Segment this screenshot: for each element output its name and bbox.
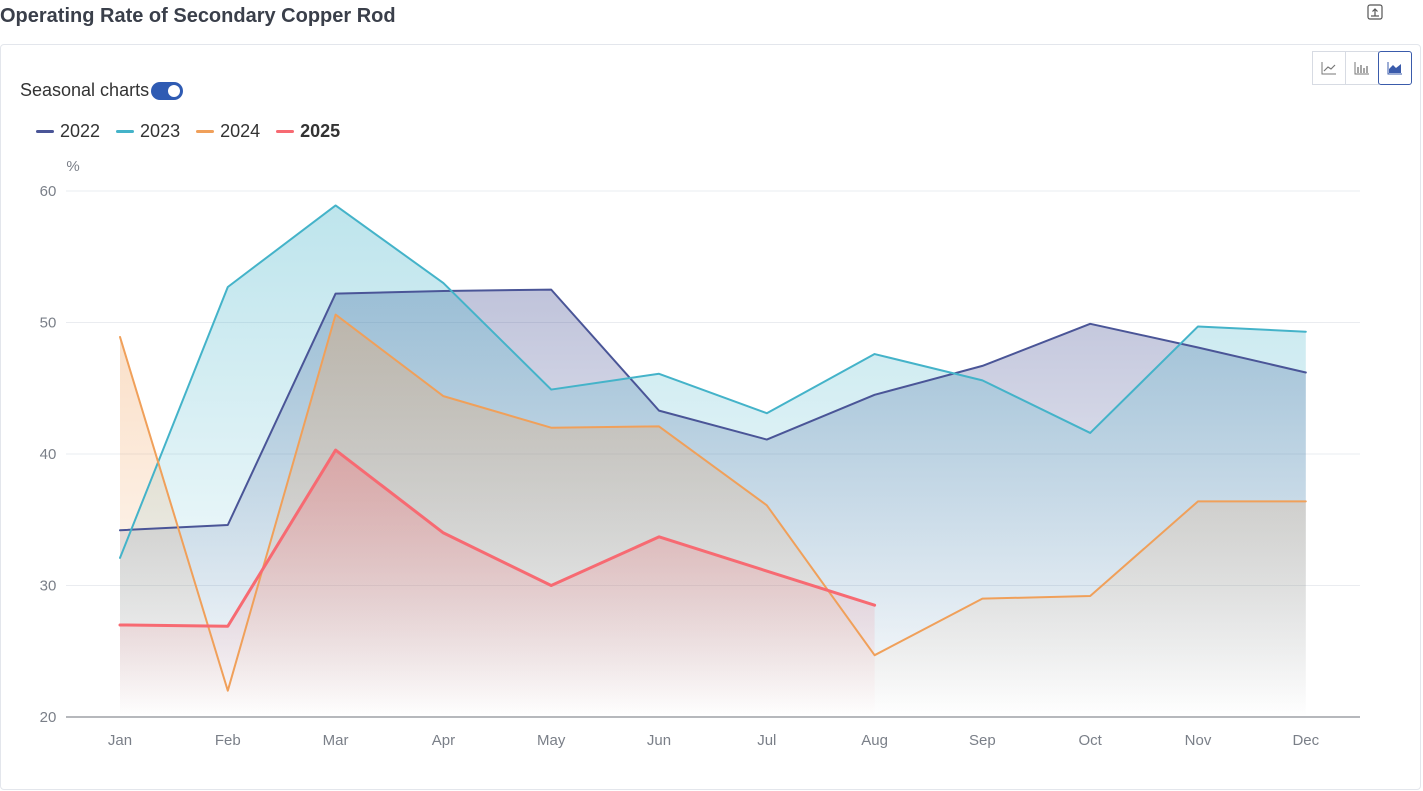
- series-line-2023: [119, 204, 1307, 559]
- y-tick-label: 30: [40, 578, 57, 595]
- x-tick-label: Jul: [757, 732, 776, 749]
- series-line-2024: [119, 313, 1307, 692]
- legend-swatch: [36, 130, 54, 133]
- x-tick-label: Feb: [215, 732, 241, 749]
- legend-swatch: [196, 130, 215, 133]
- legend-label: 2024: [220, 121, 261, 141]
- x-tick-label: Apr: [432, 732, 455, 749]
- legend-swatch: [276, 130, 295, 133]
- x-tick-label: Jun: [647, 732, 671, 749]
- toggle-knob: [168, 84, 181, 97]
- line-chart-icon: [1321, 62, 1336, 75]
- series-line-2025: [118, 448, 877, 628]
- legend-item-2023[interactable]: 2023: [116, 121, 180, 142]
- seasonal-charts-toggle[interactable]: [151, 81, 184, 100]
- x-tick-label: Dec: [1292, 732, 1319, 749]
- y-tick-label: 40: [40, 446, 57, 463]
- x-tick-label: Jan: [108, 732, 132, 749]
- area-chart-icon: [1387, 62, 1402, 75]
- x-tick-label: Nov: [1185, 732, 1212, 749]
- legend-item-2024[interactable]: 2024: [196, 121, 260, 142]
- legend-item-2025[interactable]: 2025: [276, 121, 340, 142]
- x-tick-label: Aug: [861, 732, 888, 749]
- x-tick-label: Sep: [969, 732, 996, 749]
- y-tick-label: 50: [40, 315, 57, 332]
- y-tick-label: 20: [40, 709, 57, 726]
- area-chart-button[interactable]: [1378, 51, 1412, 85]
- x-tick-label: Oct: [1079, 732, 1103, 749]
- y-axis-unit: %: [66, 158, 79, 175]
- legend-label: 2023: [140, 121, 181, 141]
- seasonal-charts-label: Seasonal charts: [20, 80, 150, 100]
- bar-chart-icon: [1354, 62, 1369, 75]
- seasonal-charts-control: Seasonal charts: [20, 80, 184, 101]
- x-tick-label: May: [537, 732, 566, 749]
- legend-label: 2025: [300, 121, 341, 141]
- legend-swatch: [116, 130, 135, 133]
- export-button[interactable]: [1367, 4, 1383, 20]
- chart-legend: 2022 2023 2024 2025: [36, 121, 356, 142]
- series-line-2022: [119, 288, 1307, 532]
- y-tick-label: 60: [40, 183, 57, 200]
- legend-label: 2022: [60, 121, 101, 141]
- x-tick-label: Mar: [323, 732, 349, 749]
- export-icon: [1367, 4, 1383, 20]
- page-title: Operating Rate of Secondary Copper Rod: [0, 5, 396, 27]
- legend-item-2022[interactable]: 2022: [36, 121, 100, 142]
- chart-type-switcher: [1312, 51, 1412, 85]
- area-2025: [120, 450, 875, 717]
